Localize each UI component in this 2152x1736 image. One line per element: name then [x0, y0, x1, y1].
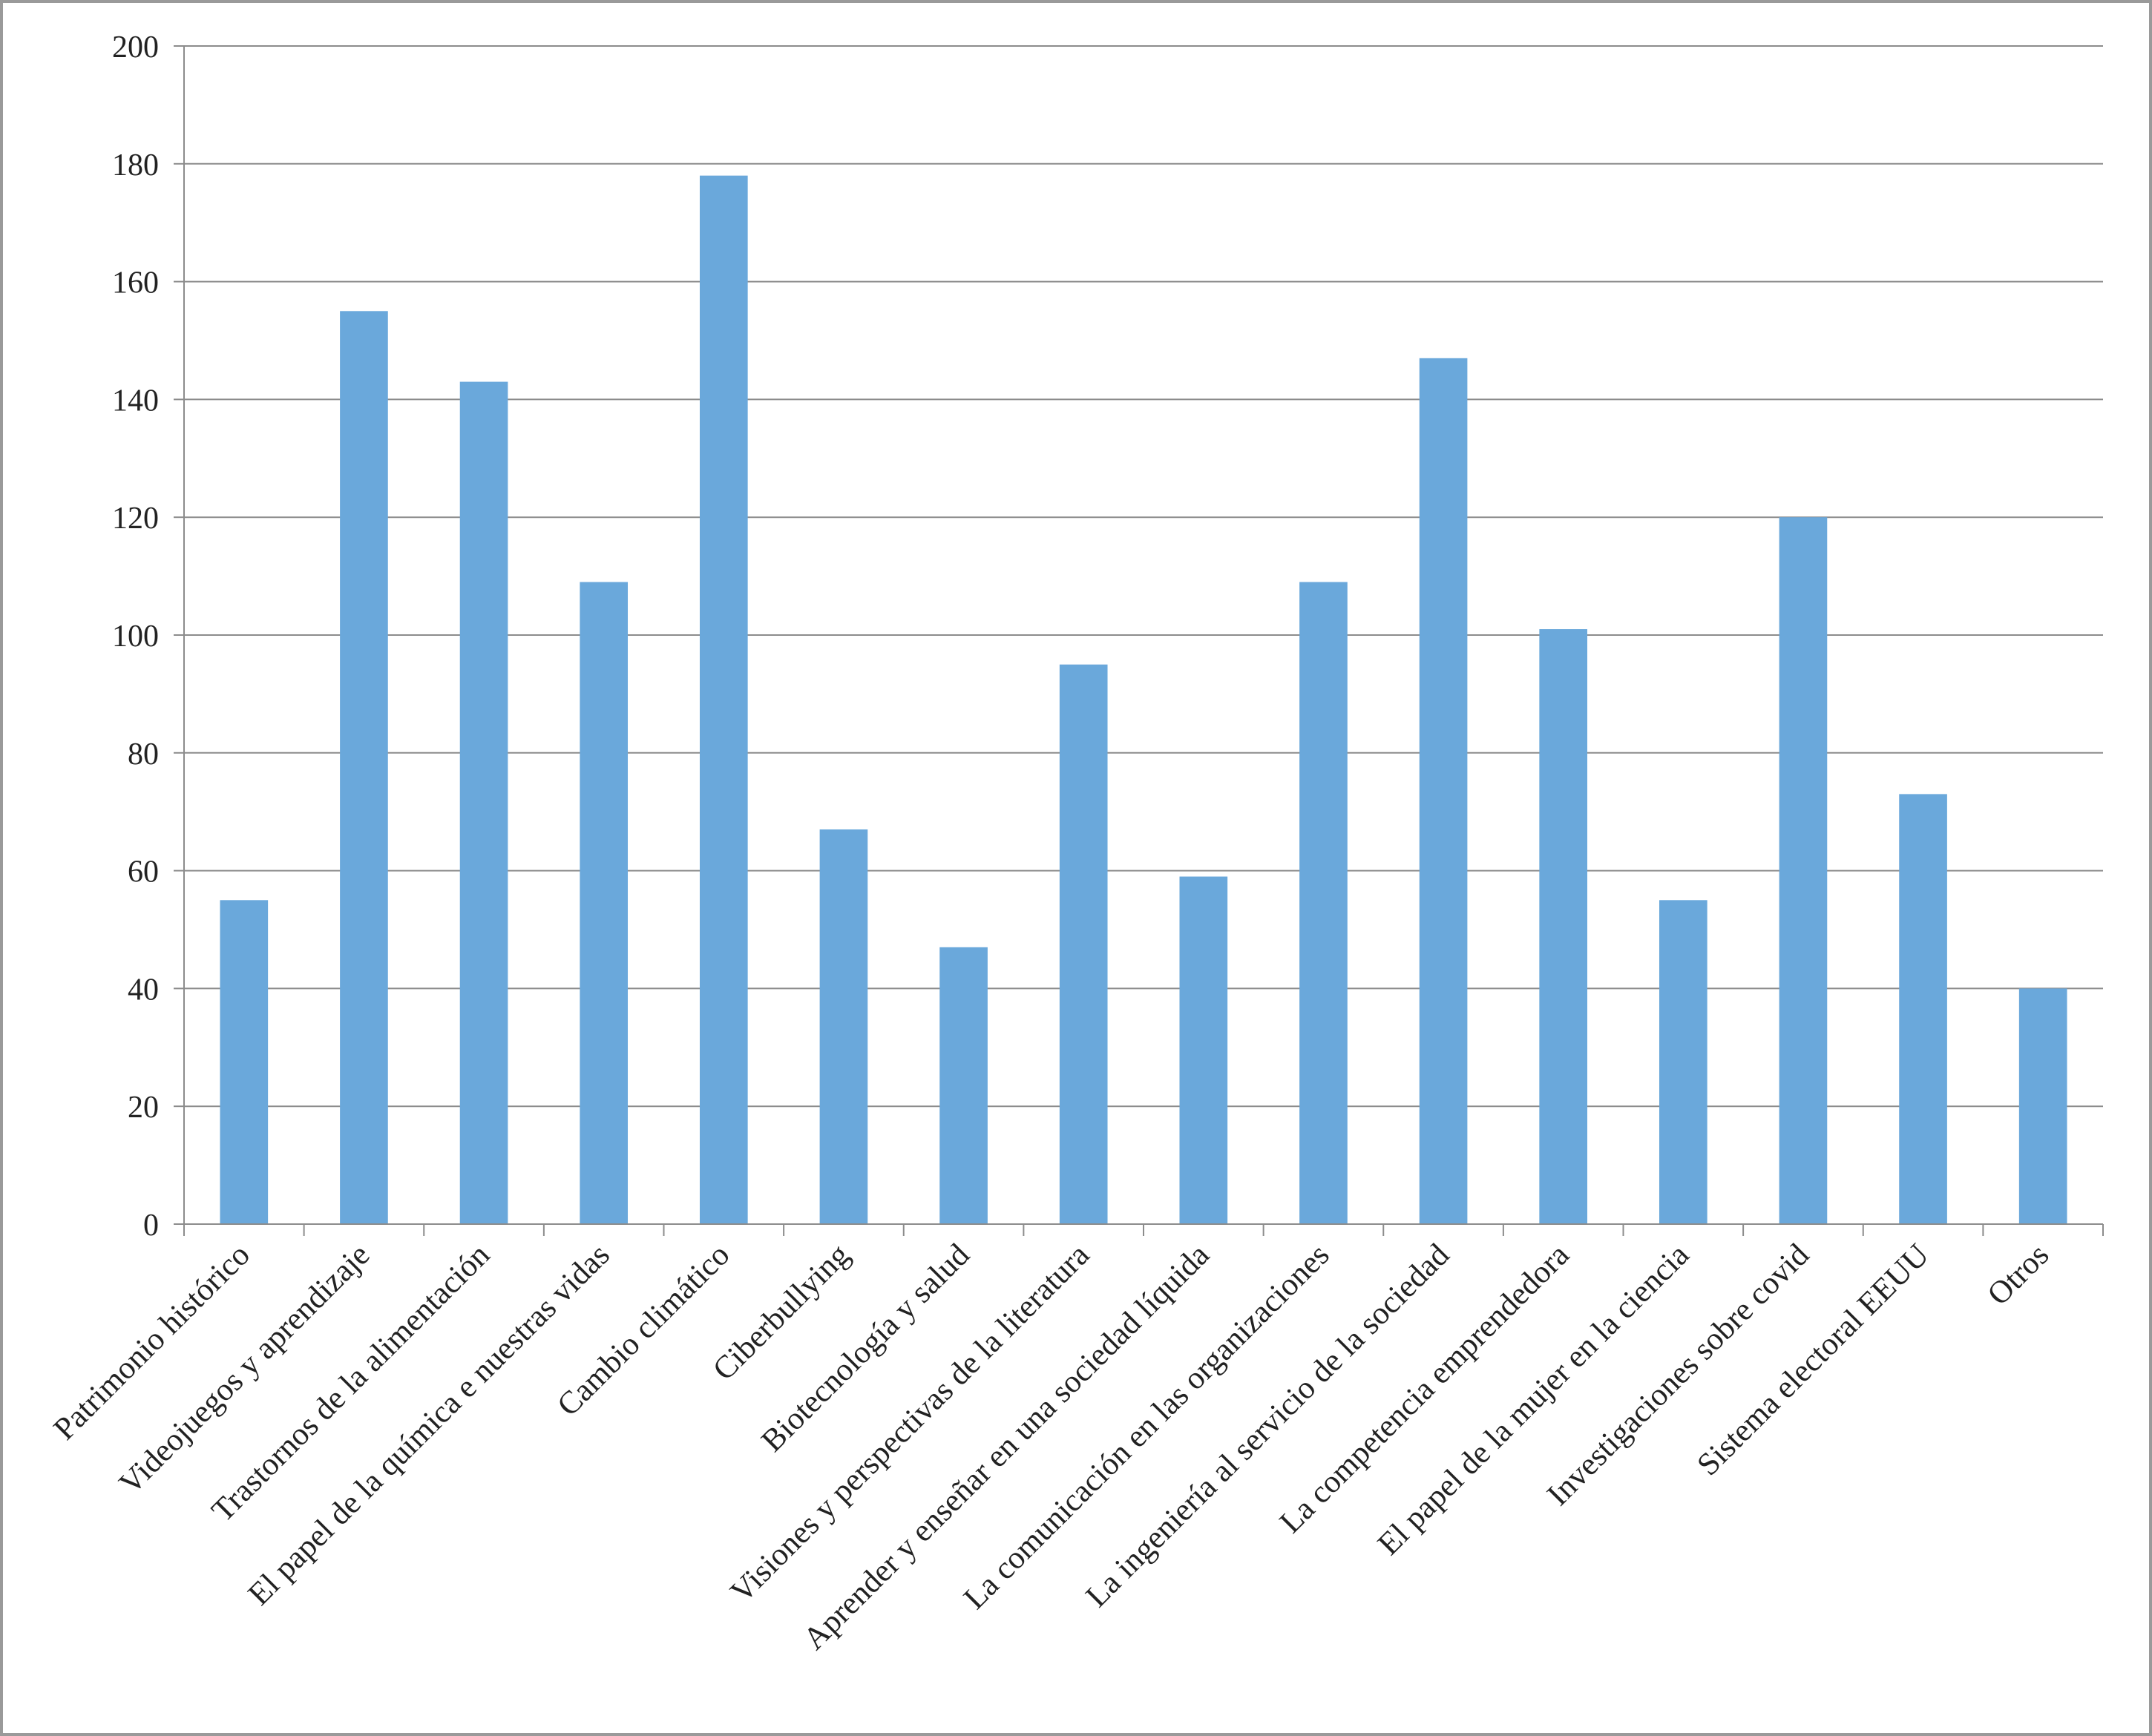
y-tick-label-0: 0	[143, 1209, 159, 1243]
category-label-1: Patrimonio histórico	[47, 1237, 257, 1447]
bar-7	[939, 947, 988, 1224]
y-tick-label-40: 40	[128, 973, 159, 1007]
y-tick-label-120: 120	[112, 502, 159, 536]
bar-16	[2018, 988, 2067, 1224]
y-tick-label-80: 80	[128, 737, 159, 772]
bar-10	[1299, 582, 1348, 1224]
y-tick-label-140: 140	[112, 384, 159, 418]
category-label-7: Biotecnología y salud	[755, 1237, 976, 1459]
bar-6	[819, 829, 868, 1224]
bar-1	[220, 900, 269, 1224]
category-label-16: Otros	[1981, 1237, 2056, 1312]
bar-chart: 0 20 40 60 80 100 120 140 160 180 200 Patrimonio h…	[47, 30, 2104, 1657]
y-tick-label-200: 200	[112, 30, 159, 65]
bar-15	[1899, 794, 1947, 1224]
y-tick-label-100: 100	[112, 619, 159, 654]
bar-5	[699, 175, 748, 1225]
category-label-15: Sistema electoral EEUU	[1690, 1237, 1935, 1482]
y-tick-label-20: 20	[128, 1091, 159, 1125]
bar-4	[580, 582, 629, 1224]
category-label-9: Aprender y enseñar en una sociedad líqui…	[797, 1237, 1216, 1657]
bar-3	[459, 381, 508, 1224]
bar-12	[1539, 629, 1588, 1224]
category-label-2: Videojuegos y aprendizaje	[113, 1237, 377, 1502]
bar-13	[1659, 900, 1708, 1224]
y-tick-label-180: 180	[112, 148, 159, 183]
bar-14	[1779, 517, 1828, 1224]
y-tick-label-160: 160	[112, 266, 159, 300]
bar-9	[1179, 876, 1228, 1224]
axes	[174, 45, 2104, 1236]
bar-8	[1059, 664, 1108, 1224]
y-tick-label-60: 60	[128, 855, 159, 890]
bar-11	[1419, 358, 1468, 1224]
bars	[220, 175, 2067, 1225]
bar-2	[340, 311, 388, 1224]
y-tick-labels: 0 20 40 60 80 100 120 140 160 180 200	[112, 30, 159, 1243]
